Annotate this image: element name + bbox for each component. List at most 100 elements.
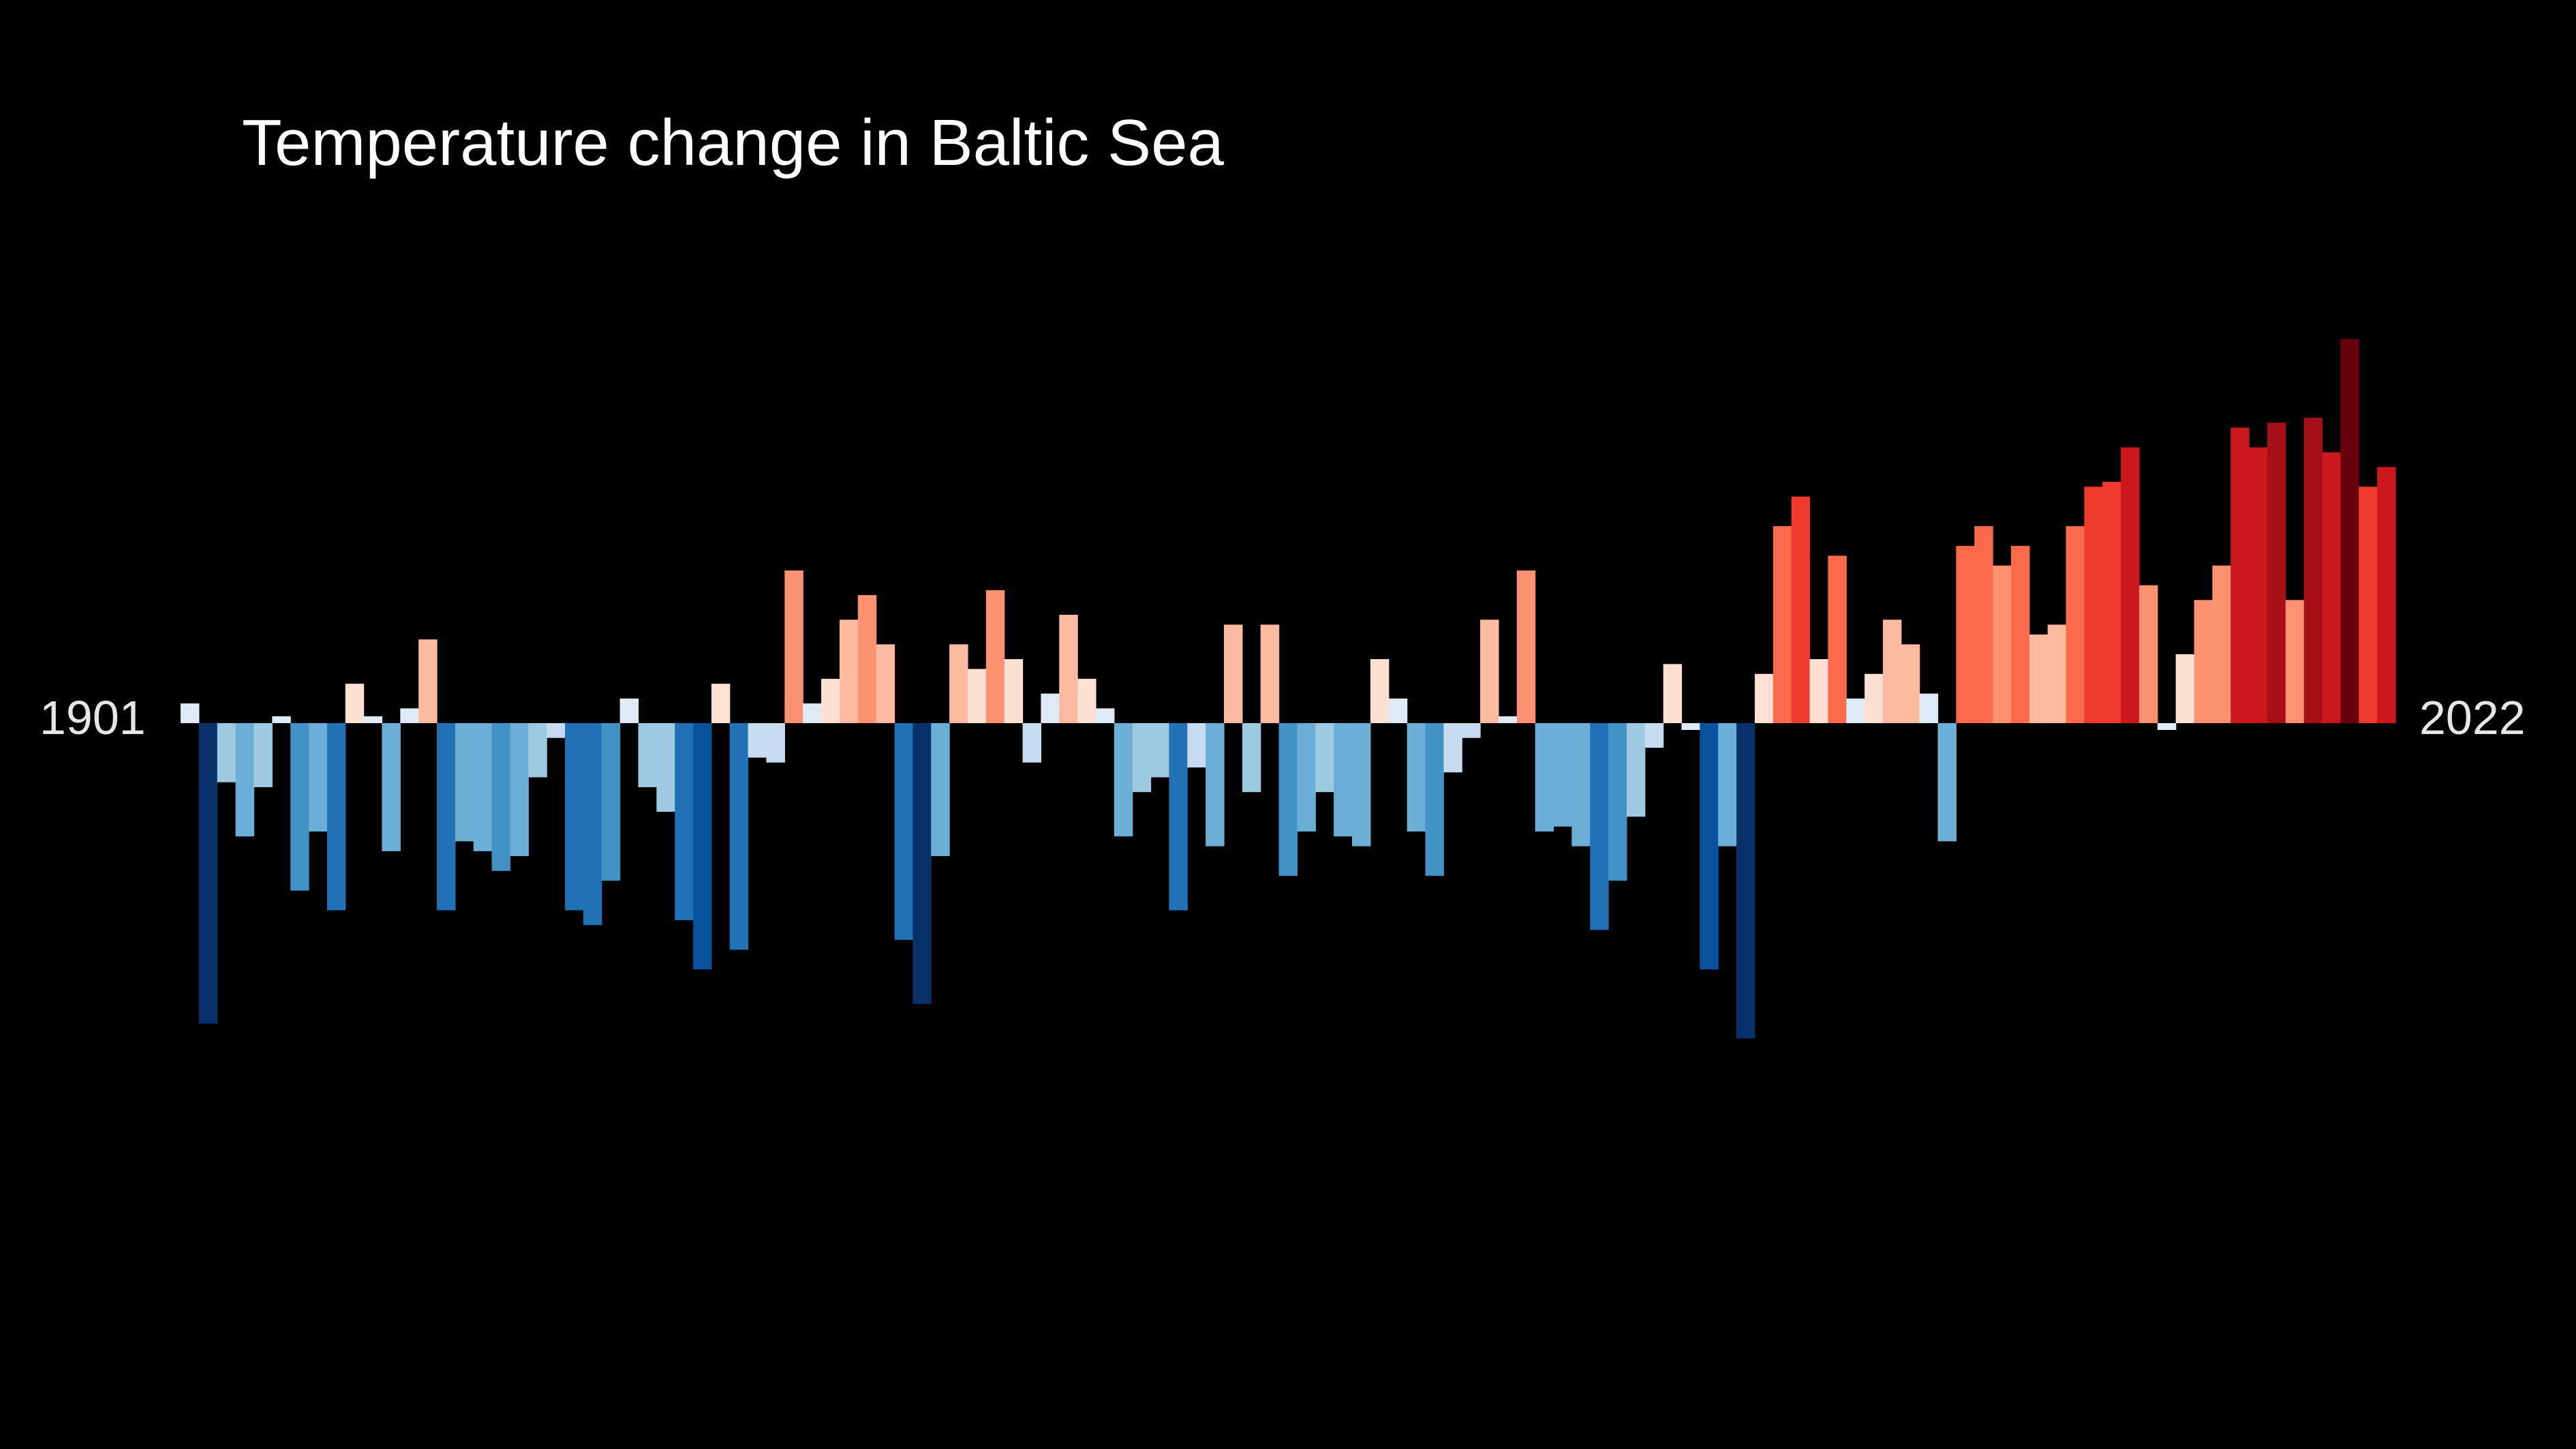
- bar-1989: [1791, 496, 1811, 723]
- bar-1910: [345, 684, 365, 723]
- bar-2001: [2010, 545, 2030, 723]
- bar-1956: [1187, 723, 1206, 768]
- bar-2014: [2249, 447, 2268, 723]
- bar-1972: [1480, 620, 1499, 723]
- bar-1944: [967, 669, 987, 723]
- bar-1998: [1956, 545, 1975, 723]
- bar-2011: [2194, 600, 2213, 723]
- bar-1977: [1571, 723, 1591, 846]
- bar-1981: [1644, 723, 1664, 748]
- bar-1940: [894, 723, 913, 940]
- bar-1967: [1388, 698, 1408, 723]
- bar-1908: [309, 723, 328, 832]
- bar-1960: [1260, 624, 1280, 723]
- bar-1929: [693, 723, 712, 970]
- bar-2009: [2157, 723, 2177, 730]
- bar-1913: [400, 708, 419, 723]
- bar-1957: [1206, 723, 1225, 846]
- bar-1973: [1498, 716, 1518, 723]
- bar-2013: [2230, 427, 2250, 723]
- bar-1962: [1297, 723, 1316, 832]
- bar-1953: [1132, 723, 1152, 793]
- bar-1935: [803, 703, 822, 723]
- bar-1938: [857, 595, 877, 723]
- bar-1969: [1425, 723, 1444, 876]
- bar-1936: [821, 678, 840, 723]
- bar-1966: [1370, 659, 1390, 723]
- bar-2016: [2285, 600, 2305, 723]
- bar-1980: [1626, 723, 1646, 817]
- bar-2006: [2102, 481, 2121, 723]
- bar-1965: [1352, 723, 1371, 846]
- bar-2012: [2212, 565, 2231, 723]
- bar-2010: [2175, 654, 2195, 723]
- bar-1961: [1278, 723, 1298, 876]
- bar-1945: [985, 590, 1005, 723]
- bar-1911: [363, 716, 383, 723]
- bar-2000: [1993, 565, 2012, 723]
- bar-1946: [1004, 659, 1024, 723]
- bar-1959: [1242, 723, 1261, 793]
- bar-2019: [2340, 339, 2359, 723]
- bar-2008: [2138, 585, 2158, 723]
- bar-1925: [619, 698, 639, 723]
- bar-1942: [931, 723, 950, 857]
- bar-1904: [235, 723, 255, 837]
- bar-1958: [1223, 624, 1243, 723]
- bar-1951: [1095, 708, 1115, 723]
- bar-1918: [491, 723, 511, 871]
- bar-2003: [2047, 624, 2067, 723]
- bar-1995: [1901, 644, 1920, 723]
- bar-2002: [2029, 634, 2049, 723]
- bar-1983: [1681, 723, 1700, 730]
- bar-1994: [1882, 620, 1902, 723]
- bar-1996: [1919, 693, 1939, 723]
- bar-1909: [326, 723, 346, 911]
- bar-1993: [1865, 673, 1884, 723]
- bar-1905: [254, 723, 273, 787]
- bar-1941: [913, 723, 932, 1004]
- bar-1914: [418, 639, 438, 723]
- bar-1970: [1443, 723, 1462, 773]
- bar-1986: [1736, 723, 1755, 1039]
- bar-1902: [198, 723, 218, 1024]
- bar-1919: [510, 723, 529, 857]
- end-year-label: 2022: [2419, 691, 2526, 744]
- bar-1978: [1590, 723, 1609, 930]
- bar-2020: [2359, 487, 2378, 723]
- bar-1964: [1334, 723, 1353, 837]
- bar-1923: [583, 723, 602, 926]
- bar-2005: [2084, 487, 2103, 723]
- bar-1926: [638, 723, 657, 787]
- bar-1947: [1022, 723, 1041, 763]
- bar-1988: [1773, 525, 1792, 723]
- bar-1903: [217, 723, 236, 782]
- bar-1916: [455, 723, 474, 842]
- bar-1990: [1809, 659, 1828, 723]
- bar-1907: [290, 723, 309, 891]
- bar-1999: [1974, 525, 1993, 723]
- bar-2007: [2121, 447, 2140, 723]
- bar-1950: [1077, 678, 1097, 723]
- bar-1971: [1462, 723, 1481, 738]
- bar-1955: [1169, 723, 1188, 911]
- bar-1933: [766, 723, 785, 763]
- bar-1963: [1315, 723, 1334, 793]
- bar-1927: [656, 723, 675, 812]
- bar-1987: [1754, 673, 1774, 723]
- bar-1912: [382, 723, 401, 851]
- bar-1915: [437, 723, 456, 911]
- bar-2004: [2066, 525, 2085, 723]
- bar-1939: [876, 644, 895, 723]
- bar-1982: [1663, 664, 1683, 723]
- bar-1992: [1846, 698, 1865, 723]
- bar-1954: [1150, 723, 1170, 778]
- bar-1979: [1608, 723, 1627, 881]
- bar-1917: [473, 723, 493, 851]
- bar-1984: [1700, 723, 1719, 970]
- chart-title: Temperature change in Baltic Sea: [242, 106, 1224, 179]
- bar-1976: [1553, 723, 1572, 827]
- bar-1985: [1718, 723, 1737, 846]
